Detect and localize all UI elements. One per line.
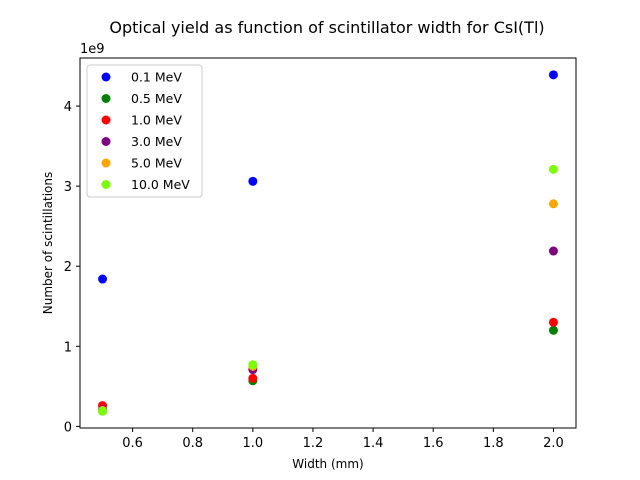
data-point: [248, 360, 258, 370]
y-tick-label: 1: [64, 340, 72, 355]
legend-item: 5.0 MeV: [101, 156, 182, 171]
x-tick-label: 1.0: [243, 436, 264, 451]
x-tick-label: 1.2: [303, 436, 324, 451]
legend-label: 10.0 MeV: [131, 177, 190, 192]
legend-item: 0.1 MeV: [101, 70, 182, 85]
legend: 0.1 MeV 0.5 MeV 1.0 MeV 3.0 MeV 5.0 MeV 10.0 …: [86, 64, 203, 198]
legend-frame: [86, 64, 203, 198]
legend-item: 0.5 MeV: [101, 91, 182, 106]
y-axis-label: Number of scintillations: [41, 172, 55, 315]
data-point: [248, 373, 258, 383]
legend-marker: [101, 72, 111, 82]
x-tick-label: 0.8: [182, 436, 203, 451]
data-point: [548, 199, 558, 209]
data-point: [548, 325, 558, 335]
y-tick-label: 4: [64, 100, 72, 115]
data-point: [98, 274, 108, 284]
x-tick-label: 1.6: [423, 436, 444, 451]
legend-item: 1.0 MeV: [101, 113, 182, 128]
legend-item: 10.0 MeV: [101, 177, 190, 192]
x-tick-label: 2.0: [543, 436, 564, 451]
chart-title: Optical yield as function of scintillato…: [109, 18, 544, 37]
data-point: [548, 246, 558, 256]
legend-label: 5.0 MeV: [131, 156, 182, 171]
legend-marker: [101, 94, 111, 103]
x-axis-label: Width (mm): [292, 457, 363, 471]
series-10_0-MeV: [98, 164, 558, 416]
legend-label: 3.0 MeV: [131, 134, 182, 149]
y-tick-label: 3: [64, 180, 72, 195]
data-point: [98, 406, 108, 416]
legend-label: 0.1 MeV: [131, 70, 182, 85]
legend-marker: [101, 158, 111, 168]
data-point: [548, 70, 558, 80]
x-tick-label: 1.8: [483, 436, 504, 451]
y-scale-label: 1e9: [80, 42, 105, 57]
series-0_1-MeV: [98, 70, 558, 284]
data-point: [548, 164, 558, 174]
data-point: [248, 176, 258, 186]
x-tick-label: 1.4: [363, 436, 384, 451]
legend-label: 0.5 MeV: [131, 91, 182, 106]
legend-marker: [101, 115, 111, 125]
data-point: [548, 317, 558, 327]
legend-label: 1.0 MeV: [131, 113, 182, 128]
x-tick-label: 0.6: [122, 436, 143, 451]
y-tick-label: 2: [64, 260, 72, 275]
legend-marker: [101, 137, 111, 146]
legend-marker: [101, 180, 111, 189]
y-tick-label: 0: [64, 420, 72, 435]
legend-item: 3.0 MeV: [101, 134, 182, 149]
